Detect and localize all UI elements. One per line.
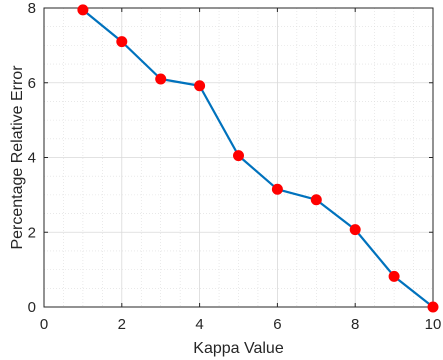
data-point	[77, 4, 89, 16]
y-tick-label: 4	[28, 150, 36, 167]
data-point	[349, 224, 361, 236]
data-point	[116, 36, 128, 48]
axis-ticks	[43, 7, 434, 308]
y-tick-label: 2	[28, 224, 36, 241]
data-point	[388, 270, 400, 282]
data-point	[233, 150, 244, 162]
tick-labels: 0 2 4 6 8 10 0 2 4 6 8	[28, 0, 442, 333]
series-line	[82, 9, 434, 308]
x-tick-label: 6	[273, 316, 281, 333]
series-layer	[77, 4, 439, 313]
x-axis-title: Kappa Value	[193, 340, 284, 357]
y-tick-label: 0	[28, 299, 36, 316]
data-point	[271, 183, 283, 195]
y-tick-label: 8	[28, 0, 36, 17]
data-point	[155, 73, 167, 85]
x-tick-label: 4	[195, 316, 203, 333]
data-point	[194, 80, 206, 92]
data-point	[427, 301, 439, 313]
x-tick-label: 10	[425, 316, 442, 333]
y-axis-title: Percentage Relative Error	[9, 65, 26, 250]
y-tick-label: 6	[28, 75, 36, 92]
x-tick-label: 2	[118, 316, 126, 333]
data-point	[310, 194, 322, 206]
x-tick-label: 0	[40, 316, 48, 333]
minor-grid	[44, 8, 433, 307]
x-tick-label: 8	[351, 316, 359, 333]
